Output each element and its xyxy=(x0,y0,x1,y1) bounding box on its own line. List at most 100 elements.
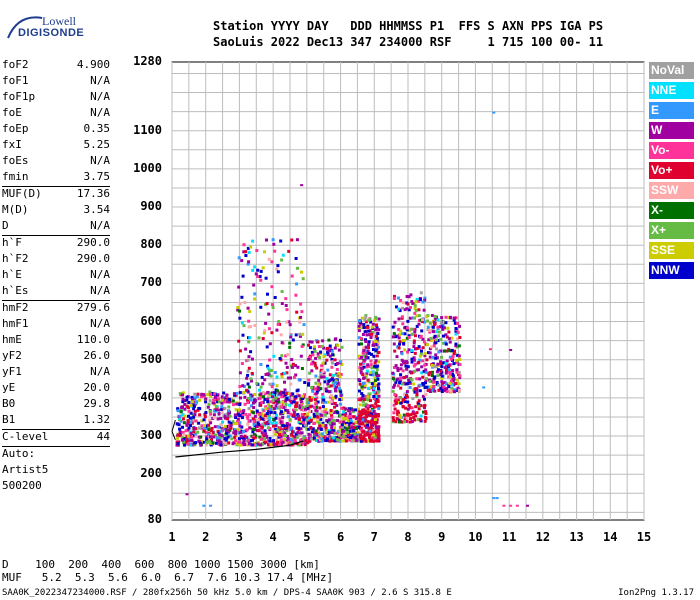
echo-point xyxy=(366,378,370,382)
echo-point xyxy=(246,414,250,418)
echo-point xyxy=(452,352,456,355)
echo-point xyxy=(345,423,349,427)
echo-point xyxy=(368,392,372,396)
muf-params: MUF(D) 17.36 M(D) 3.54 D N/A xyxy=(2,187,110,235)
echo-point xyxy=(412,358,416,362)
echo-point xyxy=(398,413,402,417)
echo-point xyxy=(223,424,227,428)
echo-point xyxy=(336,381,340,385)
echo-point xyxy=(329,394,333,398)
param-name: fmin xyxy=(2,170,29,183)
echo-point xyxy=(248,413,252,417)
echo-point xyxy=(203,415,207,419)
echo-point xyxy=(287,320,291,324)
echo-point xyxy=(330,421,334,424)
echo-point xyxy=(362,346,366,350)
echo-point xyxy=(181,413,185,417)
param-name: MUF(D) xyxy=(2,187,42,200)
echo-point xyxy=(250,357,254,361)
echo-point xyxy=(295,238,299,242)
y-tick-label: 1100 xyxy=(133,122,162,137)
echo-point xyxy=(198,413,202,417)
echo-point xyxy=(458,336,462,339)
echo-point xyxy=(269,400,273,404)
echo-point xyxy=(194,432,198,436)
x-tick-label: 9 xyxy=(438,530,446,544)
echo-point xyxy=(453,349,456,353)
echo-point xyxy=(310,362,313,366)
echo-point xyxy=(268,405,272,409)
echo-point xyxy=(277,400,281,404)
echo-point xyxy=(270,331,274,335)
echo-point xyxy=(264,407,268,411)
echo-point xyxy=(413,418,417,422)
legend-item: W xyxy=(649,122,694,139)
echo-point xyxy=(256,275,260,278)
echo-point xyxy=(299,400,303,404)
echo-point xyxy=(299,443,303,447)
echo-point xyxy=(401,360,405,364)
echo-point xyxy=(271,393,275,397)
param-name: foF1 xyxy=(2,74,29,87)
echo-point xyxy=(428,328,432,332)
echo-point xyxy=(393,349,397,353)
echo-point xyxy=(294,441,297,444)
echo-point xyxy=(334,389,338,393)
echo-point xyxy=(239,396,242,400)
echo-point xyxy=(427,351,430,355)
echo-point xyxy=(502,504,506,507)
echo-point xyxy=(227,400,231,404)
echo-point xyxy=(366,395,370,399)
echo-point xyxy=(217,431,221,435)
echo-point xyxy=(226,412,230,416)
echo-point xyxy=(288,440,292,444)
echo-point xyxy=(306,407,310,410)
echo-point xyxy=(359,433,363,437)
echo-point xyxy=(286,415,290,419)
echo-point xyxy=(335,431,339,435)
echo-point xyxy=(425,377,428,381)
echo-point xyxy=(209,392,213,396)
echo-point xyxy=(409,417,413,421)
echo-point xyxy=(358,403,362,407)
echo-point xyxy=(264,432,268,436)
echo-point xyxy=(274,421,278,425)
echo-point xyxy=(320,410,324,413)
echo-point xyxy=(229,422,233,425)
echo-point xyxy=(297,418,301,421)
echo-point xyxy=(411,397,415,400)
echo-point xyxy=(409,306,412,309)
echo-point xyxy=(430,314,434,317)
echo-point xyxy=(354,417,358,420)
echo-point xyxy=(289,401,293,405)
param-row: B0 29.8 xyxy=(2,397,110,413)
echo-point xyxy=(223,406,227,410)
echo-point xyxy=(440,316,444,320)
param-row: yF2 26.0 xyxy=(2,349,110,365)
echo-point xyxy=(366,325,370,329)
echo-point xyxy=(415,297,419,301)
echo-point xyxy=(448,381,452,385)
echo-point xyxy=(443,387,447,391)
echo-point xyxy=(212,398,216,402)
echo-point xyxy=(432,330,435,334)
echo-point xyxy=(429,385,433,389)
echo-point xyxy=(361,430,365,433)
echo-point xyxy=(327,349,331,353)
echo-point xyxy=(187,426,191,430)
param-name: B1 xyxy=(2,413,16,426)
echo-point xyxy=(289,392,293,396)
echo-point xyxy=(369,336,373,339)
echo-point xyxy=(328,347,332,350)
echo-point xyxy=(239,443,243,447)
echo-point xyxy=(410,360,414,364)
x-tick-label: 7 xyxy=(370,530,378,544)
echo-point xyxy=(361,351,365,355)
echo-point xyxy=(423,296,427,300)
echo-point xyxy=(286,376,290,380)
echo-point xyxy=(441,327,445,331)
echo-point xyxy=(357,324,361,328)
echo-point xyxy=(290,397,294,400)
echo-point xyxy=(237,413,241,417)
echo-point xyxy=(297,378,301,382)
